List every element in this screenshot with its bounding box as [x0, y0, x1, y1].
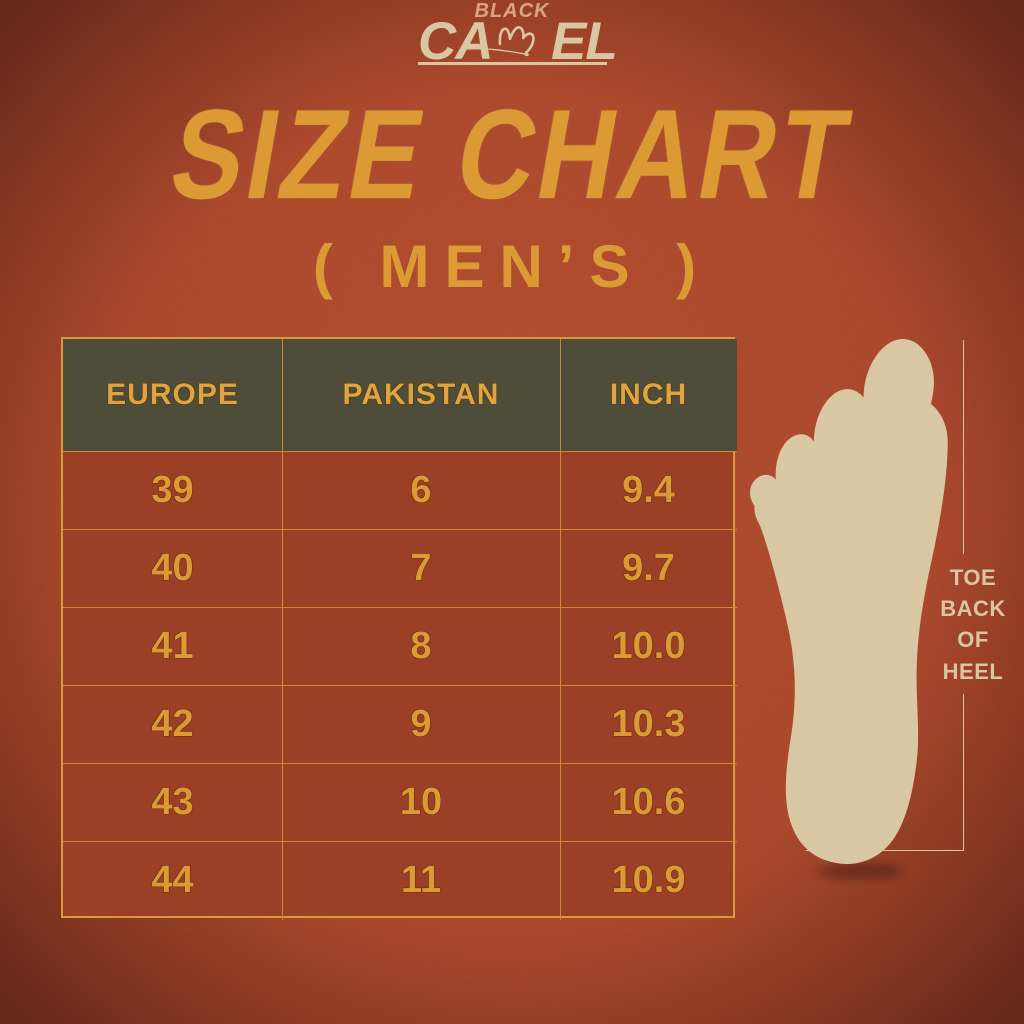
svg-text:CA: CA [418, 12, 493, 70]
svg-text:EL: EL [551, 12, 617, 70]
